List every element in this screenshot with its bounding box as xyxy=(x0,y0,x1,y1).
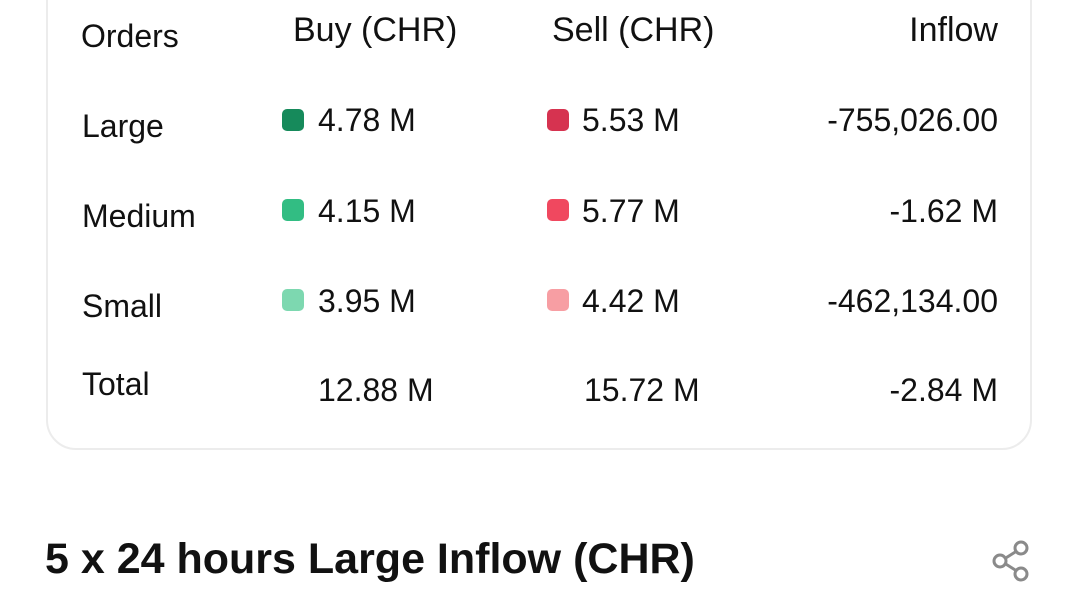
header-buy: Buy (CHR) xyxy=(293,11,458,49)
sell-large-swatch xyxy=(547,109,569,131)
share-icon[interactable] xyxy=(990,540,1032,582)
buy-small-value: 3.95 M xyxy=(318,283,416,319)
header-orders: Orders xyxy=(81,18,179,54)
buy-medium-swatch xyxy=(282,199,304,221)
row-label-large: Large xyxy=(82,108,164,144)
row-label-small: Small xyxy=(82,288,163,324)
inflow-medium-value: -1.62 M xyxy=(889,193,998,229)
sell-large-value: 5.53 M xyxy=(582,102,680,138)
sell-small-swatch xyxy=(547,289,569,311)
buy-large-swatch xyxy=(282,109,304,131)
inflow-total-value: -2.84 M xyxy=(889,372,998,408)
header-sell: Sell (CHR) xyxy=(552,11,715,49)
order-flow-card xyxy=(46,0,1032,450)
sell-total-value: 15.72 M xyxy=(584,372,700,408)
section-title: 5 x 24 hours Large Inflow (CHR) xyxy=(45,535,695,583)
buy-total-value: 12.88 M xyxy=(318,372,434,408)
inflow-small-value: -462,134.00 xyxy=(827,283,998,319)
row-label-total: Total xyxy=(82,366,150,402)
sell-medium-swatch xyxy=(547,199,569,221)
row-label-medium: Medium xyxy=(82,198,196,234)
header-inflow: Inflow xyxy=(909,11,998,49)
sell-medium-value: 5.77 M xyxy=(582,193,680,229)
buy-medium-value: 4.15 M xyxy=(318,193,416,229)
buy-small-swatch xyxy=(282,289,304,311)
inflow-large-value: -755,026.00 xyxy=(827,102,998,138)
buy-large-value: 4.78 M xyxy=(318,102,416,138)
sell-small-value: 4.42 M xyxy=(582,283,680,319)
